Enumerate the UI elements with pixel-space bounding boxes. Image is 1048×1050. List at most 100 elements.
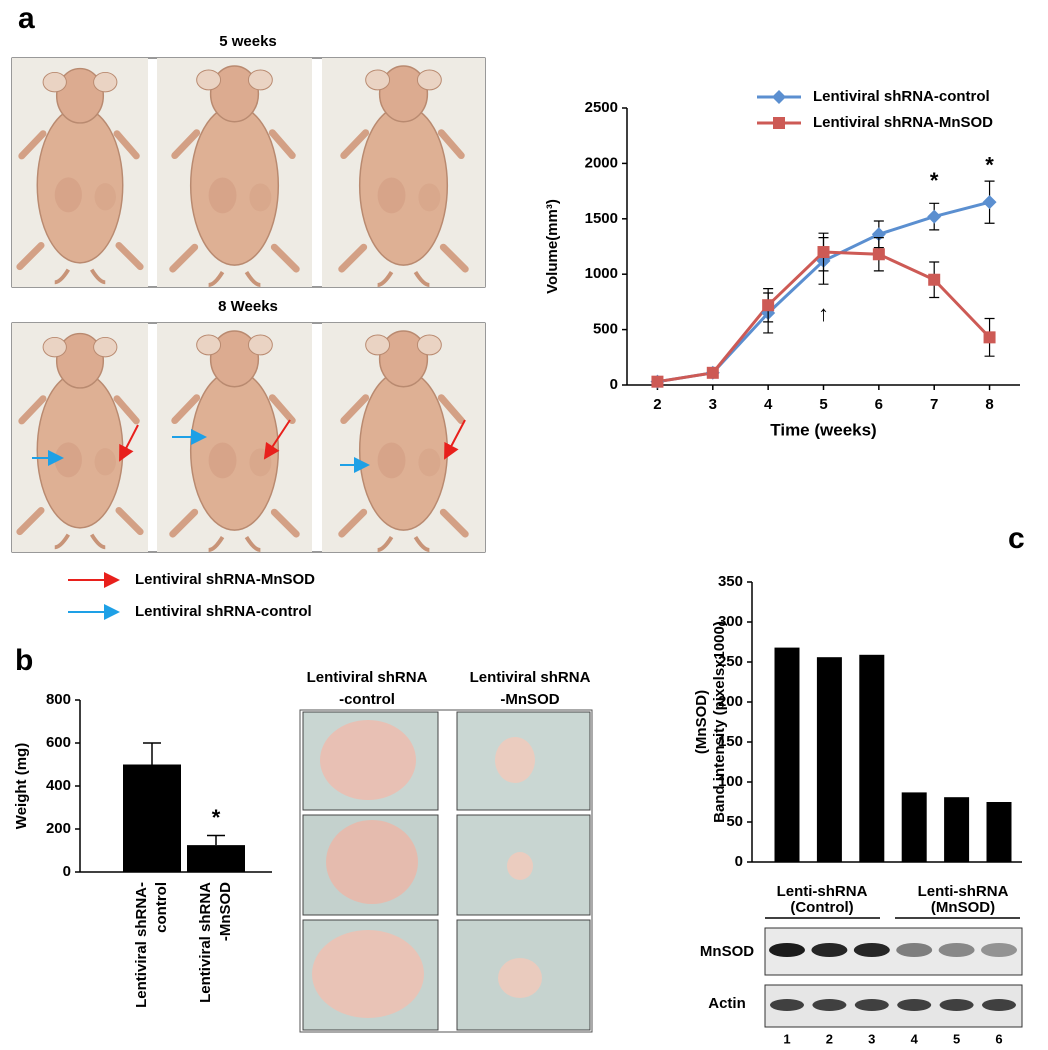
annotation: * — [930, 168, 939, 193]
lane-label: 2 — [826, 1031, 833, 1046]
blot-band — [854, 999, 889, 1011]
lane-label: 5 — [953, 1031, 960, 1046]
blot-band — [853, 943, 890, 957]
marker — [706, 366, 719, 379]
series-line — [657, 200, 990, 384]
bar — [123, 764, 181, 872]
panel-label: a — [18, 2, 35, 35]
error-bar — [143, 742, 161, 765]
marker — [928, 273, 941, 286]
annotation: ↑ — [818, 301, 829, 326]
marker — [762, 299, 775, 312]
lane-label: 1 — [783, 1031, 790, 1046]
error-bar — [207, 834, 225, 846]
lane-label: 4 — [911, 1031, 919, 1046]
bar — [187, 845, 245, 872]
blot-group: (Control) — [790, 899, 853, 916]
y-tick-label: 200 — [46, 820, 71, 837]
y-tick-label: 800 — [46, 691, 71, 708]
x-tick-label: Lentiviral shRNA — [197, 882, 214, 1003]
bar — [816, 657, 842, 862]
x-tick-label: 4 — [764, 396, 773, 413]
blot-row-label: Actin — [708, 995, 746, 1012]
blot-band — [770, 999, 804, 1011]
tumor-photos — [299, 709, 593, 1033]
blot-band — [897, 999, 932, 1011]
y-tick-label: 500 — [593, 321, 618, 338]
blot-group: Lenti-shRNA — [918, 883, 1009, 900]
bar — [944, 797, 970, 862]
marker — [872, 248, 885, 261]
x-tick-label: 2 — [653, 396, 661, 413]
y-tick-label: 300 — [718, 613, 743, 630]
arrow-legend: Lentiviral shRNA-MnSOD Lentiviral shRNA-… — [68, 571, 315, 620]
blot-row-label: MnSOD — [700, 943, 754, 960]
legend-marker — [773, 117, 785, 129]
blot-band — [939, 999, 974, 1011]
y-tick-label: 2500 — [585, 99, 618, 116]
bar — [986, 802, 1012, 862]
y-tick-label: 600 — [46, 734, 71, 751]
lane-label: 3 — [868, 1031, 875, 1046]
y-axis-label: Band intensity (pixelsx1000) — [711, 621, 728, 823]
x-axis-label: Time (weeks) — [770, 420, 876, 439]
photo-title: 8 Weeks — [218, 298, 278, 315]
bar — [901, 792, 927, 862]
y-axis-label: Volume(mm³) — [544, 199, 561, 294]
western-blot: Lenti-shRNA (Control) Lenti-shRNA (MnSOD… — [700, 883, 1023, 1028]
y-tick-label: 0 — [63, 863, 71, 880]
blot-band — [769, 943, 805, 957]
x-tick-label: 8 — [985, 396, 993, 413]
blot-group: (MnSOD) — [931, 899, 995, 916]
x-tick-label: 6 — [875, 396, 883, 413]
annotation: * — [985, 153, 994, 178]
x-tick-label: control — [153, 882, 170, 933]
legend-text: Lentiviral shRNA-MnSOD — [813, 114, 993, 131]
y-tick-label: 250 — [718, 653, 743, 670]
lane-label: 6 — [995, 1031, 1002, 1046]
tumor-header: Lentiviral shRNA — [307, 669, 428, 686]
y-tick-label: 50 — [726, 813, 743, 830]
y-tick-label: 1500 — [585, 210, 618, 227]
annotation: * — [212, 805, 221, 830]
tumor-header: -MnSOD — [500, 691, 559, 708]
blot-group: Lenti-shRNA — [777, 883, 868, 900]
bar — [774, 647, 800, 862]
mouse-photos — [11, 57, 486, 553]
y-tick-label: 200 — [718, 693, 743, 710]
x-tick-label: 5 — [819, 396, 827, 413]
marker — [927, 209, 942, 224]
bar — [859, 654, 885, 862]
tumor-header: Lentiviral shRNA — [470, 669, 591, 686]
x-tick-label: 7 — [930, 396, 938, 413]
marker — [983, 331, 996, 344]
photo-title: 5 weeks — [219, 33, 277, 50]
y-axis-label: (MnSOD) — [693, 690, 710, 754]
y-tick-label: 1000 — [585, 265, 618, 282]
blot-band — [982, 999, 1016, 1011]
legend-marker — [772, 90, 786, 104]
legend-text: Lentiviral shRNA-control — [813, 88, 990, 105]
x-tick-label: -MnSOD — [217, 882, 234, 941]
y-tick-label: 150 — [718, 733, 743, 750]
blot-band — [812, 999, 847, 1011]
y-tick-label: 350 — [718, 573, 743, 590]
x-tick-label: Lentiviral shRNA- — [133, 882, 150, 1008]
y-tick-label: 0 — [610, 376, 618, 393]
blot-band — [938, 943, 975, 957]
y-tick-label: 2000 — [585, 154, 618, 171]
tumor-header: -control — [339, 691, 395, 708]
y-tick-label: 400 — [46, 777, 71, 794]
marker — [817, 246, 830, 259]
blot-band — [896, 943, 933, 957]
legend-text: Lentiviral shRNA-MnSOD — [135, 571, 315, 588]
blot-band — [981, 943, 1017, 957]
panel-label: c — [1008, 522, 1025, 555]
y-tick-label: 100 — [718, 773, 743, 790]
x-tick-label: 3 — [709, 396, 717, 413]
y-tick-label: 0 — [735, 853, 743, 870]
blot-band — [811, 943, 848, 957]
panel-label: b — [15, 644, 33, 677]
marker — [982, 195, 997, 210]
